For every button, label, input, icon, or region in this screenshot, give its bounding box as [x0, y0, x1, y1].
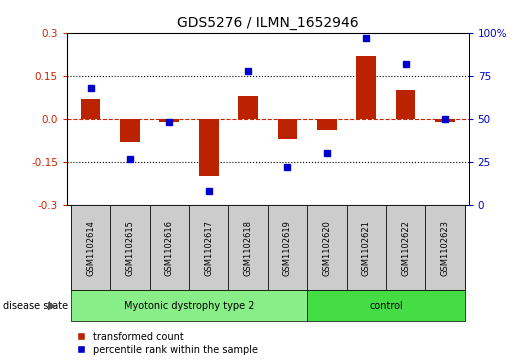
- Bar: [307, 290, 465, 321]
- Text: GSM1102616: GSM1102616: [165, 220, 174, 276]
- Bar: [71, 290, 307, 321]
- Bar: [317, 119, 337, 130]
- Bar: [356, 56, 376, 119]
- Text: GSM1102620: GSM1102620: [322, 220, 331, 276]
- Bar: [278, 119, 297, 139]
- Bar: [229, 205, 268, 290]
- Bar: [268, 205, 307, 290]
- Bar: [150, 205, 189, 290]
- Bar: [199, 119, 218, 176]
- Text: control: control: [369, 301, 403, 311]
- Bar: [110, 205, 150, 290]
- Text: GSM1102617: GSM1102617: [204, 220, 213, 276]
- Text: GSM1102619: GSM1102619: [283, 220, 292, 276]
- Bar: [81, 99, 100, 119]
- Bar: [120, 119, 140, 142]
- Bar: [396, 90, 416, 119]
- Text: GSM1102623: GSM1102623: [440, 220, 450, 276]
- Text: GSM1102621: GSM1102621: [362, 220, 371, 276]
- Title: GDS5276 / ILMN_1652946: GDS5276 / ILMN_1652946: [177, 16, 358, 30]
- Bar: [435, 119, 455, 122]
- Bar: [386, 205, 425, 290]
- Text: GSM1102622: GSM1102622: [401, 220, 410, 276]
- Text: GSM1102614: GSM1102614: [86, 220, 95, 276]
- Bar: [307, 205, 347, 290]
- Bar: [189, 205, 229, 290]
- Text: ▶: ▶: [48, 301, 57, 311]
- Text: Myotonic dystrophy type 2: Myotonic dystrophy type 2: [124, 301, 254, 311]
- Text: disease state: disease state: [3, 301, 67, 311]
- Bar: [347, 205, 386, 290]
- Legend: transformed count, percentile rank within the sample: transformed count, percentile rank withi…: [77, 331, 258, 355]
- Bar: [238, 96, 258, 119]
- Bar: [425, 205, 465, 290]
- Text: GSM1102615: GSM1102615: [126, 220, 134, 276]
- Bar: [160, 119, 179, 122]
- Text: GSM1102618: GSM1102618: [244, 220, 253, 276]
- Bar: [71, 205, 110, 290]
